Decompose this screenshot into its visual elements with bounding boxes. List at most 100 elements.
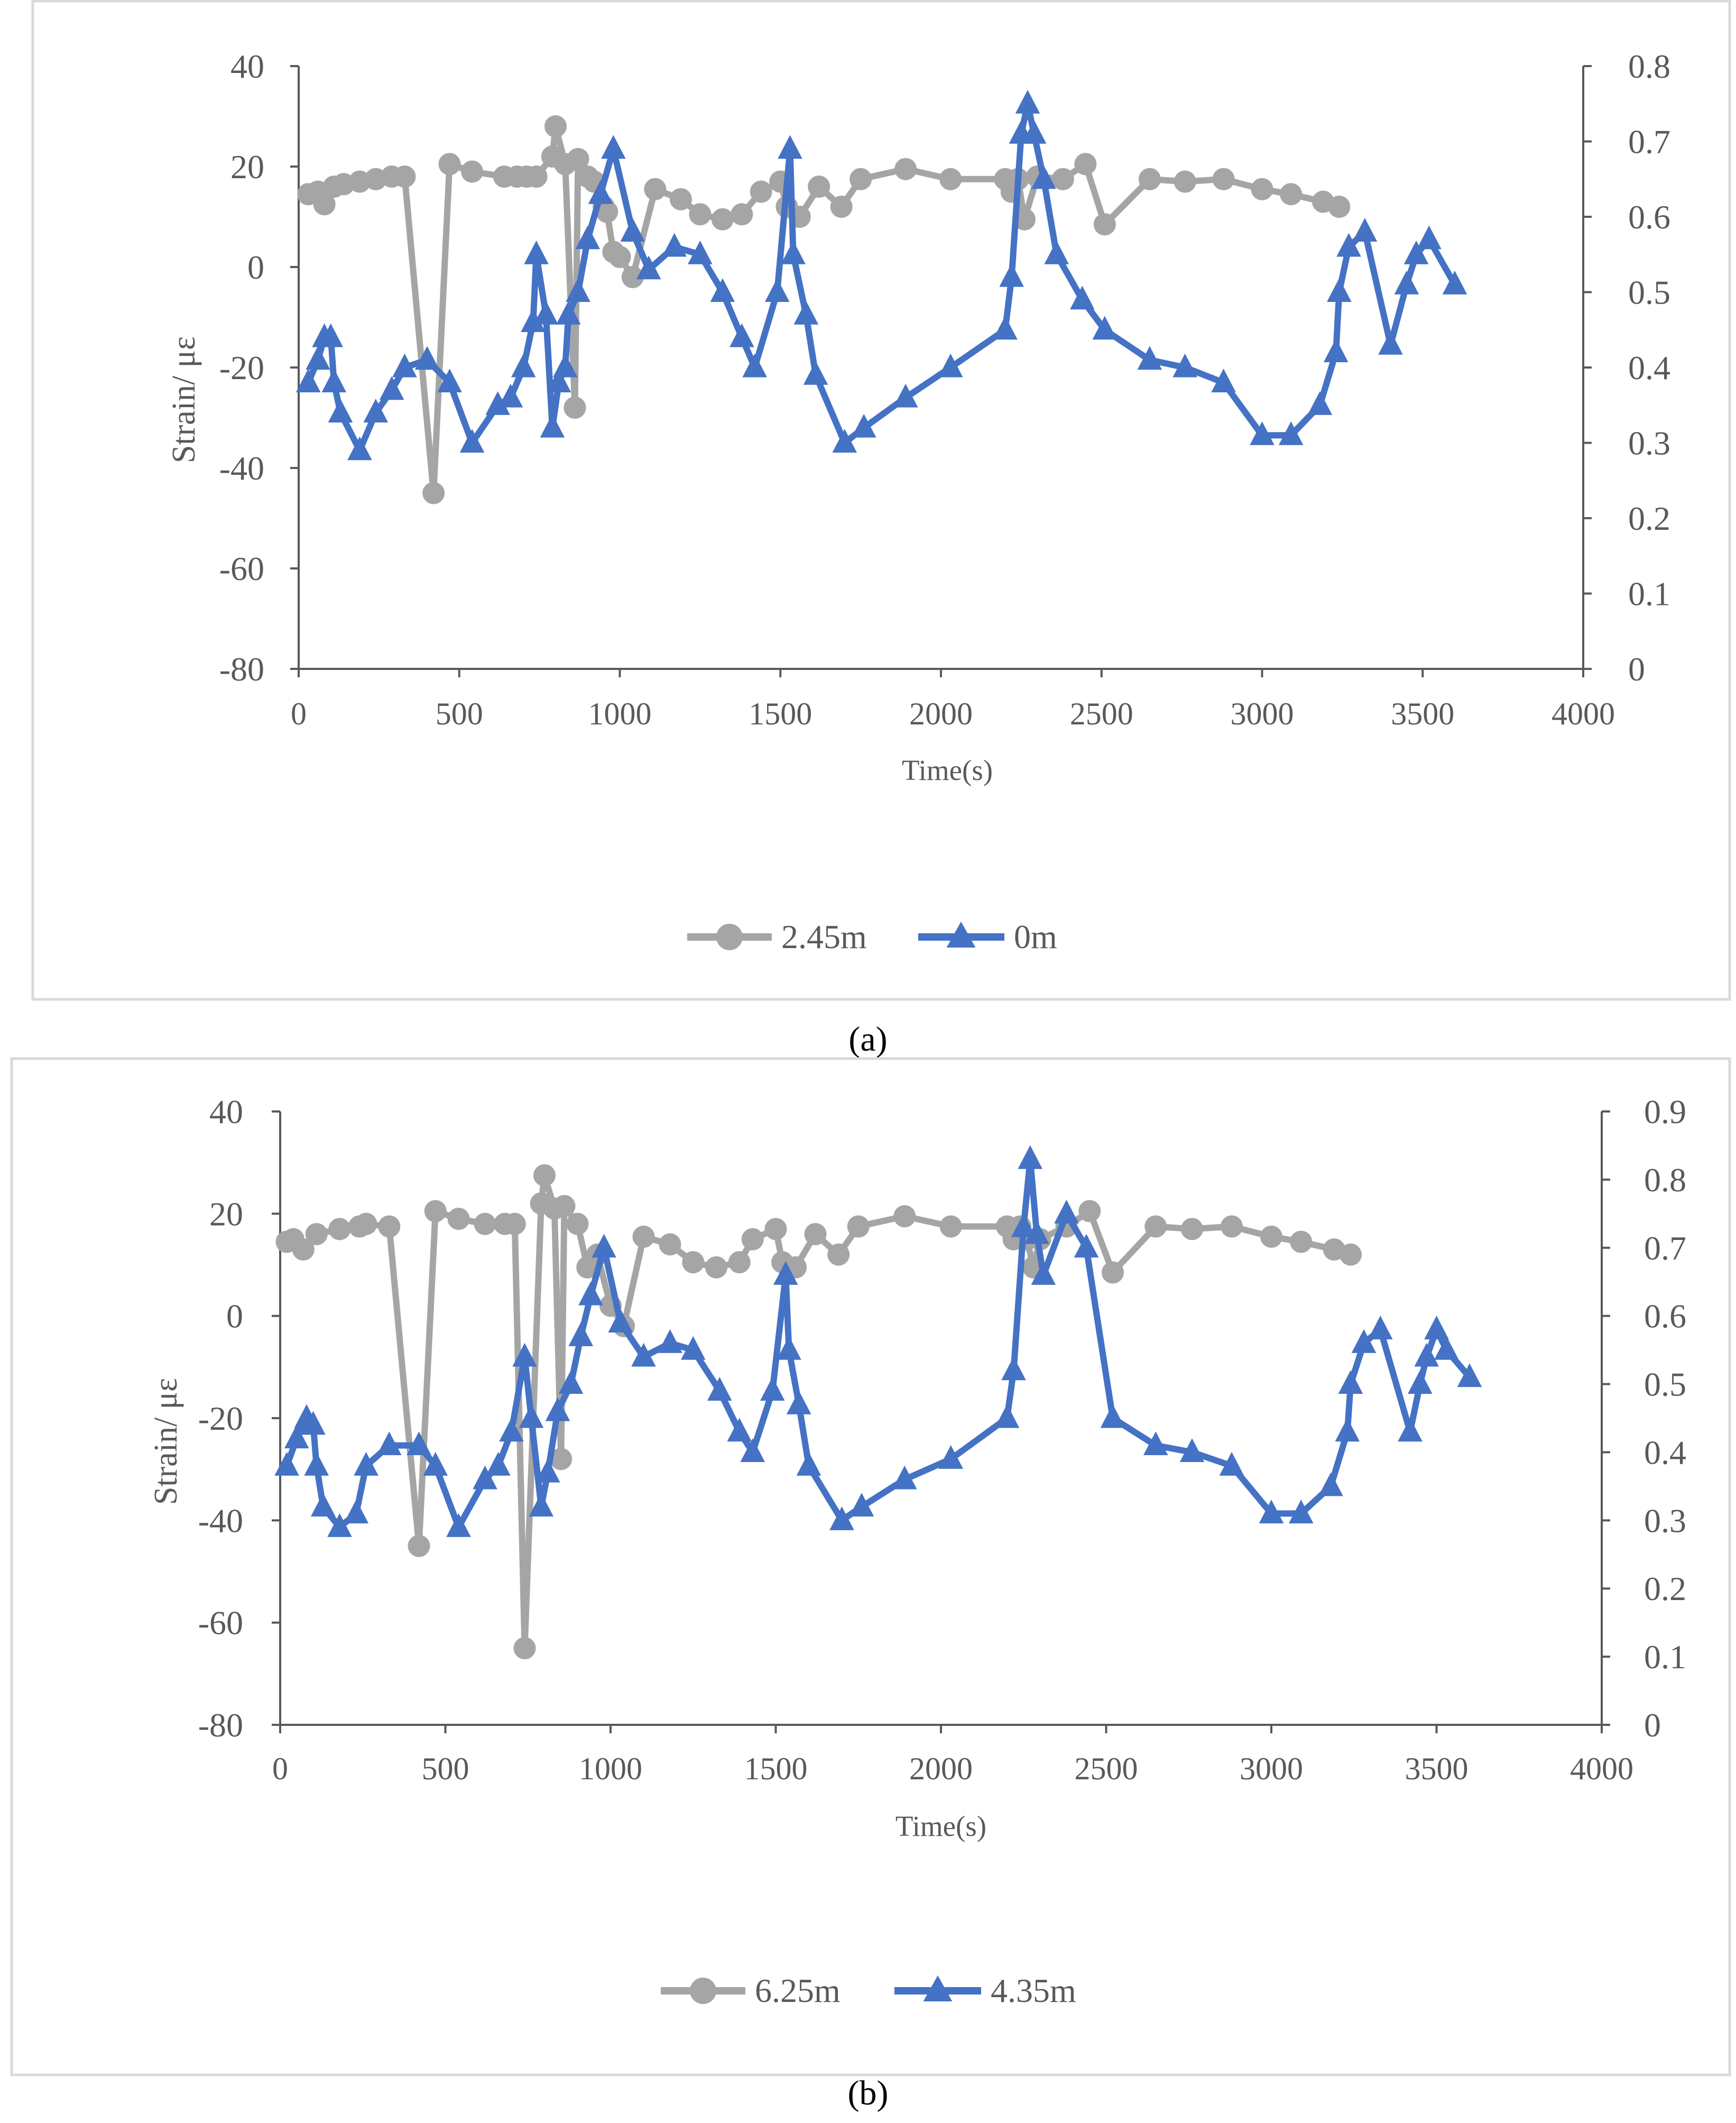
- chart-a-legend: 2.45m 0m: [687, 918, 1057, 955]
- chart-a-data-point: [832, 429, 857, 453]
- chart-a-data-point: [544, 115, 567, 137]
- chart-b-data-point: [1398, 1418, 1423, 1442]
- chart-b-data-point: [705, 1256, 727, 1279]
- chart-a-data-point: [849, 168, 872, 190]
- chart-b-data-point: [939, 1215, 962, 1238]
- chart-a-y-right-tick-label: 0.4: [1628, 349, 1670, 387]
- chart-a-y-right-tick-label: 0.7: [1628, 123, 1670, 161]
- chart-b-y-left-tick-label: -20: [198, 1400, 243, 1437]
- chart-a-data-point: [669, 188, 692, 210]
- chart-b-y-right-tick-label: 0.5: [1644, 1366, 1686, 1403]
- chart-b-data-point: [777, 1336, 801, 1360]
- chart-a-x-tick-label: 0: [291, 696, 307, 731]
- chart-a-data-point: [938, 353, 963, 378]
- chart-a-y-right-tick-label: 0: [1628, 650, 1645, 688]
- chart-a-y-left-tick-label: 0: [247, 249, 264, 286]
- chart-b-data-point: [533, 1164, 556, 1187]
- chart-b-data-point: [892, 1465, 917, 1490]
- chart-b-data-point: [328, 1218, 351, 1240]
- chart-b-data-point: [1031, 1261, 1056, 1285]
- chart-b-data-point: [1318, 1472, 1343, 1496]
- chart-b-x-tick-label: 1500: [744, 1751, 808, 1786]
- chart-b-data-point: [1424, 1316, 1449, 1339]
- chart-b-data-point: [446, 1513, 471, 1537]
- chart-b-frame: [10, 1057, 1731, 2076]
- chart-b-y-right-tick-label: 0.8: [1644, 1161, 1686, 1199]
- chart-a-x-tick-label: 1000: [588, 696, 652, 731]
- chart-a-data-point: [564, 397, 586, 419]
- chart-a-data-point: [1250, 421, 1275, 445]
- chart-a-y-left-tick-label: 40: [230, 48, 264, 85]
- chart-a-data-point: [993, 316, 1018, 340]
- chart-b-data-point: [764, 1218, 787, 1240]
- chart-a-data-point: [567, 148, 589, 170]
- panel-b-caption: (b): [848, 2074, 889, 2112]
- chart-a-data-point: [533, 300, 559, 325]
- chart-a-data-point: [688, 240, 713, 264]
- chart-b-data-point: [1024, 1220, 1049, 1244]
- chart-b-plot-area: [274, 1145, 1482, 1659]
- chart-b-x-tick-label: 2000: [909, 1751, 973, 1786]
- chart-a-data-point: [1137, 346, 1162, 370]
- chart-b-data-point: [1001, 1356, 1026, 1381]
- chart-a-data-point: [546, 369, 571, 392]
- chart-a-xlabel: Time(s): [902, 754, 993, 786]
- chart-b-tick-labels: 0 500 1000 1500 2000 2500 3000 3500 4000 40 20 0 -20…: [198, 1093, 1686, 1786]
- chart-b-data-point: [447, 1208, 470, 1230]
- chart-b-data-point: [849, 1493, 874, 1517]
- chart-a-data-point: [764, 278, 790, 302]
- chart-a-data-point: [393, 166, 416, 188]
- chart-a-data-point: [830, 196, 853, 218]
- chart-a-y-right-tick-label: 0.8: [1628, 48, 1670, 85]
- chart-b-data-point: [804, 1223, 827, 1245]
- chart-b-y-right-tick-label: 0.9: [1644, 1093, 1686, 1131]
- chart-a-data-point: [710, 278, 735, 302]
- chart-a-data-point: [1070, 286, 1095, 310]
- chart-b-data-point: [608, 1309, 633, 1333]
- chart-b-data-point: [1368, 1316, 1393, 1339]
- chart-a-y-right-tick-label: 0.1: [1628, 575, 1670, 613]
- chart-b-data-point: [529, 1493, 554, 1517]
- chart-b-y-left-tick-label: 20: [209, 1195, 243, 1233]
- chart-a-data-point: [793, 300, 819, 325]
- chart-b-data-point: [1102, 1261, 1124, 1284]
- chart-b-x-tick-label: 4000: [1570, 1751, 1633, 1786]
- chart-a-data-point: [321, 369, 347, 392]
- chart-b-data-point: [1018, 1145, 1043, 1169]
- chart-b-data-point: [424, 1200, 447, 1223]
- chart-a-data-point: [1138, 168, 1161, 190]
- chart-b-data-point: [740, 1438, 765, 1462]
- chart-b-data-point: [1221, 1215, 1243, 1238]
- chart-b-x-tick-label: 3500: [1405, 1751, 1469, 1786]
- chart-a-data-point: [689, 203, 712, 226]
- chart-b-data-point: [292, 1238, 315, 1261]
- chart-b-data-point: [741, 1228, 764, 1251]
- chart-a-data-point: [1044, 240, 1069, 264]
- chart-a-y-left-tick-label: -20: [219, 349, 264, 387]
- legend-a-marker-2: [946, 921, 976, 948]
- chart-b-data-point: [1434, 1336, 1459, 1360]
- chart-b-data-point: [847, 1215, 870, 1238]
- chart-a-data-point: [437, 369, 462, 392]
- chart-a-data-point: [1074, 153, 1097, 176]
- chart-b-data-point: [355, 1212, 377, 1235]
- legend-b-item-2: 4.35m: [894, 1972, 1076, 2009]
- chart-a-data-point: [730, 323, 754, 347]
- chart-a-x-tick-label: 3000: [1231, 696, 1294, 731]
- chart-a-y-right-tick-label: 0.5: [1628, 274, 1670, 311]
- chart-b-data-point: [310, 1493, 336, 1517]
- chart-a-data-point: [498, 383, 523, 408]
- legend-b-marker-2: [923, 1975, 953, 2001]
- chart-a-data-point: [1328, 196, 1351, 218]
- chart-a-data-point: [636, 255, 661, 280]
- chart-a-x-tick-label: 3500: [1391, 696, 1454, 731]
- chart-b-data-point: [1219, 1451, 1244, 1476]
- panel-a: 0 500 1000 1500 2000 2500 3000 3500 4000 40 20 0 -20…: [31, 0, 1731, 1059]
- chart-a-plot-area: [296, 89, 1467, 504]
- chart-b-y-right-tick-label: 0.2: [1644, 1570, 1686, 1607]
- chart-a-data-point: [392, 353, 417, 378]
- chart-a-y-left-tick-label: -40: [219, 449, 264, 487]
- chart-b-data-point: [760, 1377, 785, 1401]
- legend-a-marker-1: [716, 924, 743, 950]
- chart-a-x-tick-label: 500: [436, 696, 483, 731]
